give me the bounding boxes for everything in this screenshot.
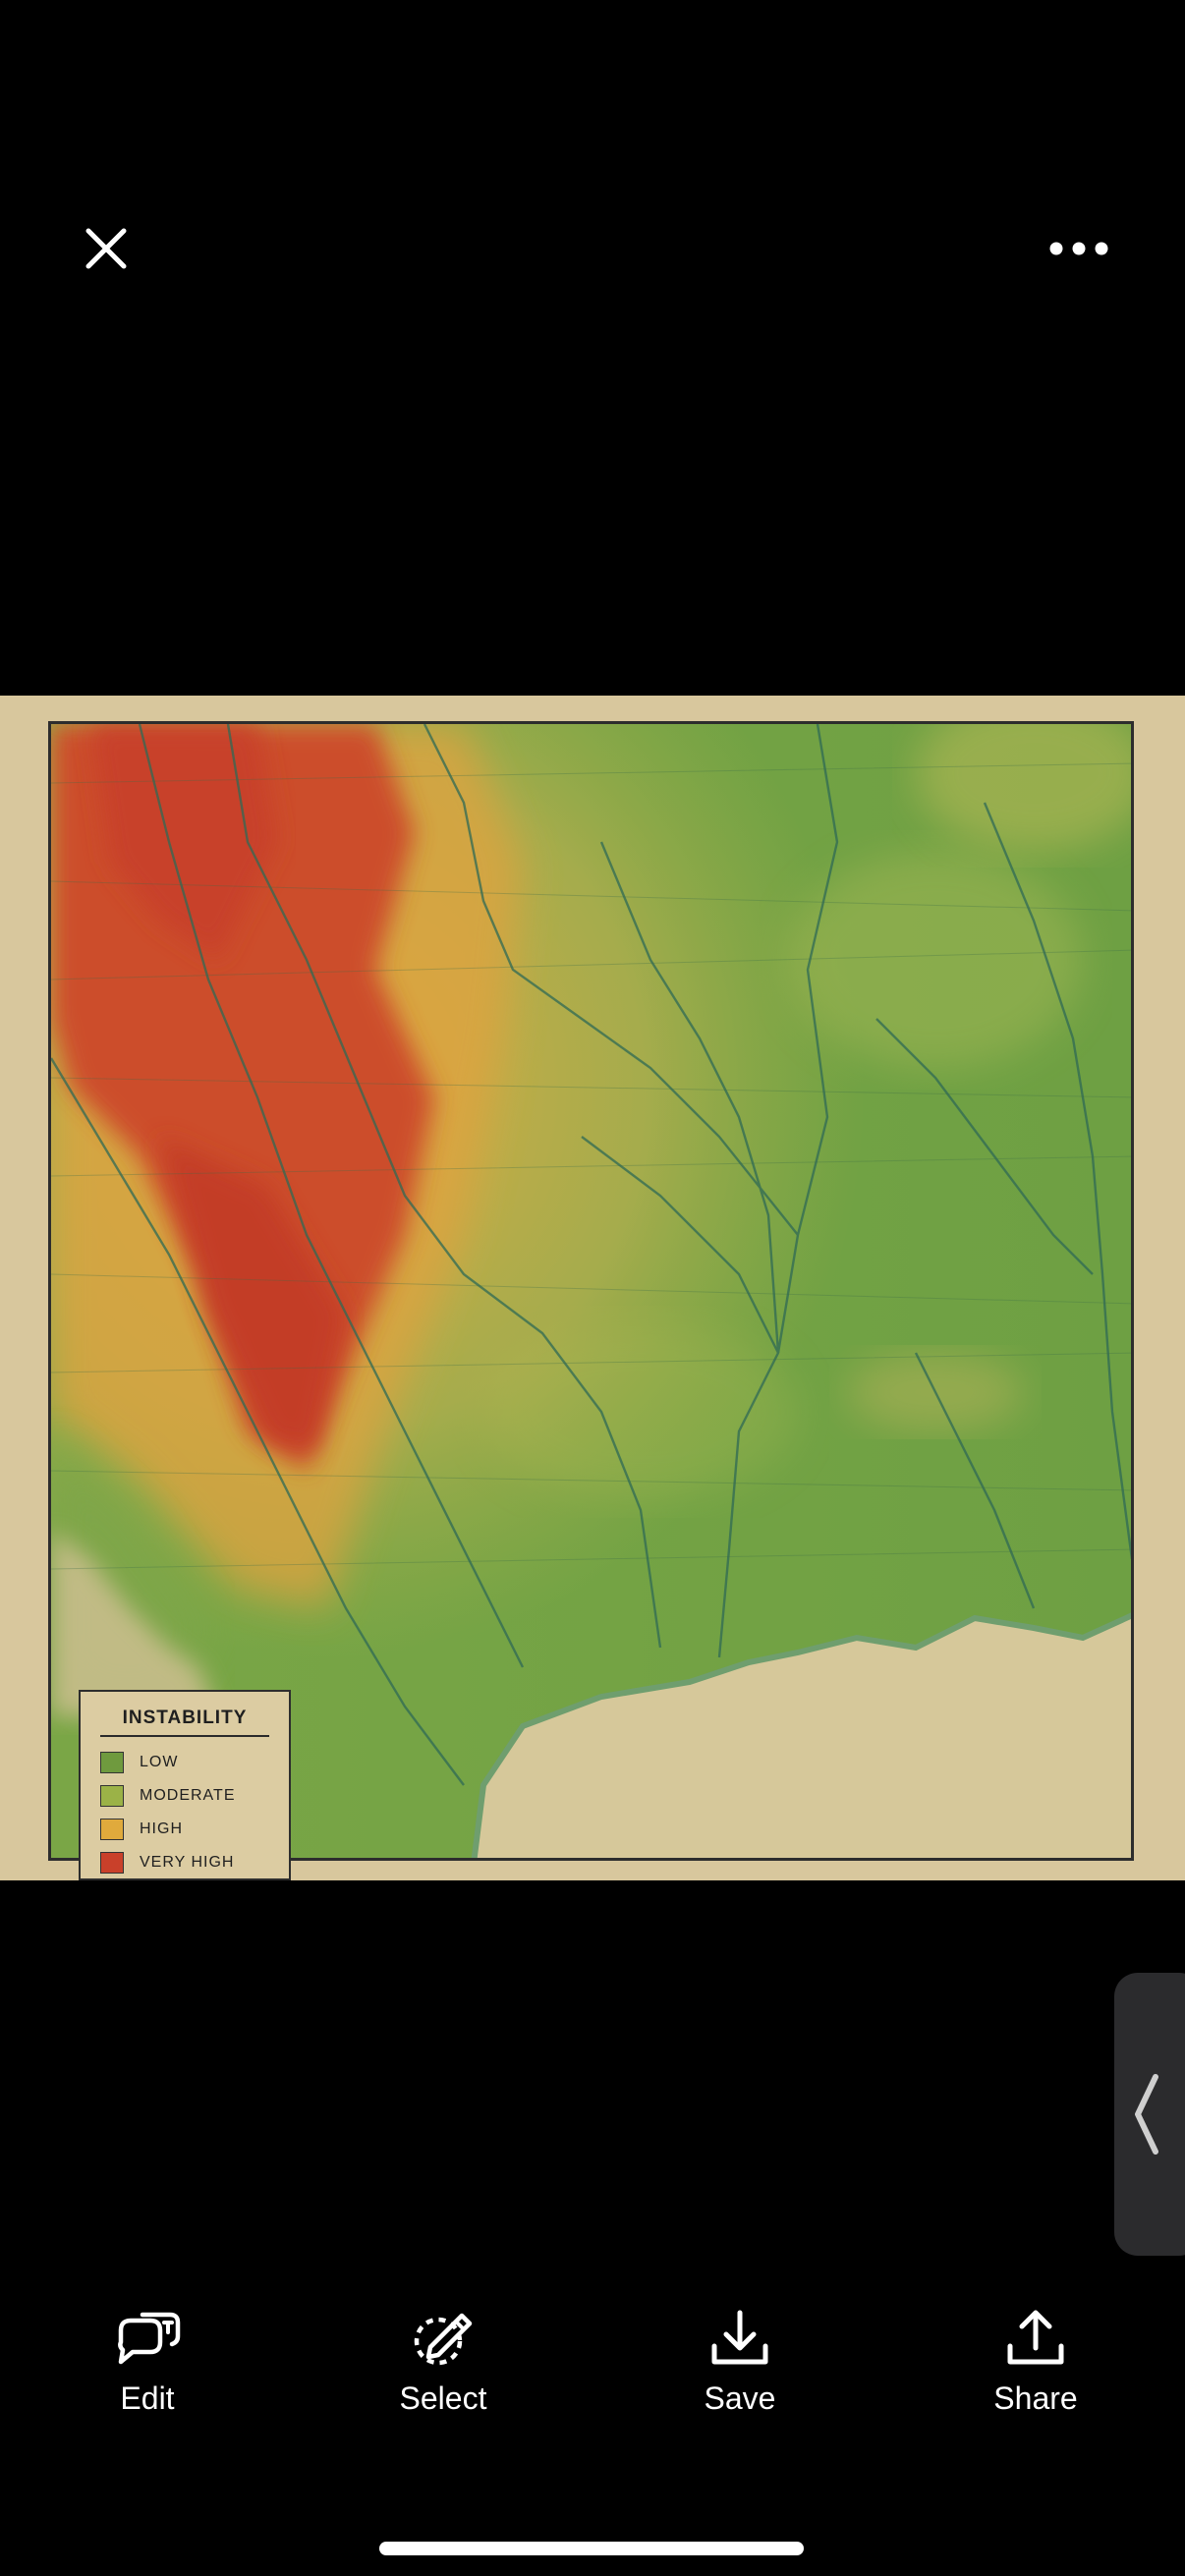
legend-item-moderate: MODERATE: [100, 1784, 235, 1808]
select-button[interactable]: Select: [360, 2304, 527, 2432]
map-legend: INSTABILITY LOW MODERATE HIGH VERY HIGH: [79, 1690, 291, 1880]
legend-item-low: LOW: [100, 1751, 178, 1774]
legend-label: MODERATE: [140, 1787, 236, 1804]
terrain-map-graphic: [51, 724, 1131, 1858]
legend-swatch: [100, 1752, 124, 1773]
save-label: Save: [704, 2380, 776, 2416]
chevron-left-icon: [1135, 2074, 1158, 2155]
legend-label: LOW: [140, 1754, 179, 1770]
close-icon: [85, 228, 126, 268]
legend-label: VERY HIGH: [140, 1854, 235, 1871]
more-options-button[interactable]: [1037, 221, 1120, 275]
legend-title: INSTABILITY: [122, 1708, 248, 1728]
share-button[interactable]: Share: [952, 2304, 1119, 2432]
legend-swatch: [100, 1852, 124, 1874]
home-indicator[interactable]: [379, 2542, 804, 2555]
ellipsis-icon: [1049, 242, 1107, 254]
edit-label: Edit: [120, 2380, 175, 2416]
save-button[interactable]: Save: [656, 2304, 823, 2432]
edit-button[interactable]: Edit: [64, 2304, 231, 2432]
legend-label: HIGH: [140, 1820, 183, 1837]
close-button[interactable]: [69, 211, 142, 285]
legend-swatch: [100, 1785, 124, 1807]
share-label: Share: [993, 2380, 1078, 2416]
instability-map: [48, 721, 1134, 1861]
share-icon: [1007, 2310, 1064, 2365]
legend-divider: [100, 1735, 269, 1737]
legend-item-high: HIGH: [100, 1818, 183, 1841]
select-icon: [414, 2313, 473, 2366]
edit-icon: [118, 2312, 181, 2365]
legend-swatch: [100, 1819, 124, 1840]
select-label: Select: [399, 2380, 487, 2416]
legend-item-very-high: VERY HIGH: [100, 1851, 234, 1875]
photo-viewer-image[interactable]: INSTABILITY LOW MODERATE HIGH VERY HIGH: [0, 696, 1185, 1880]
download-icon: [711, 2310, 768, 2365]
side-panel-handle[interactable]: [1114, 1973, 1185, 2256]
